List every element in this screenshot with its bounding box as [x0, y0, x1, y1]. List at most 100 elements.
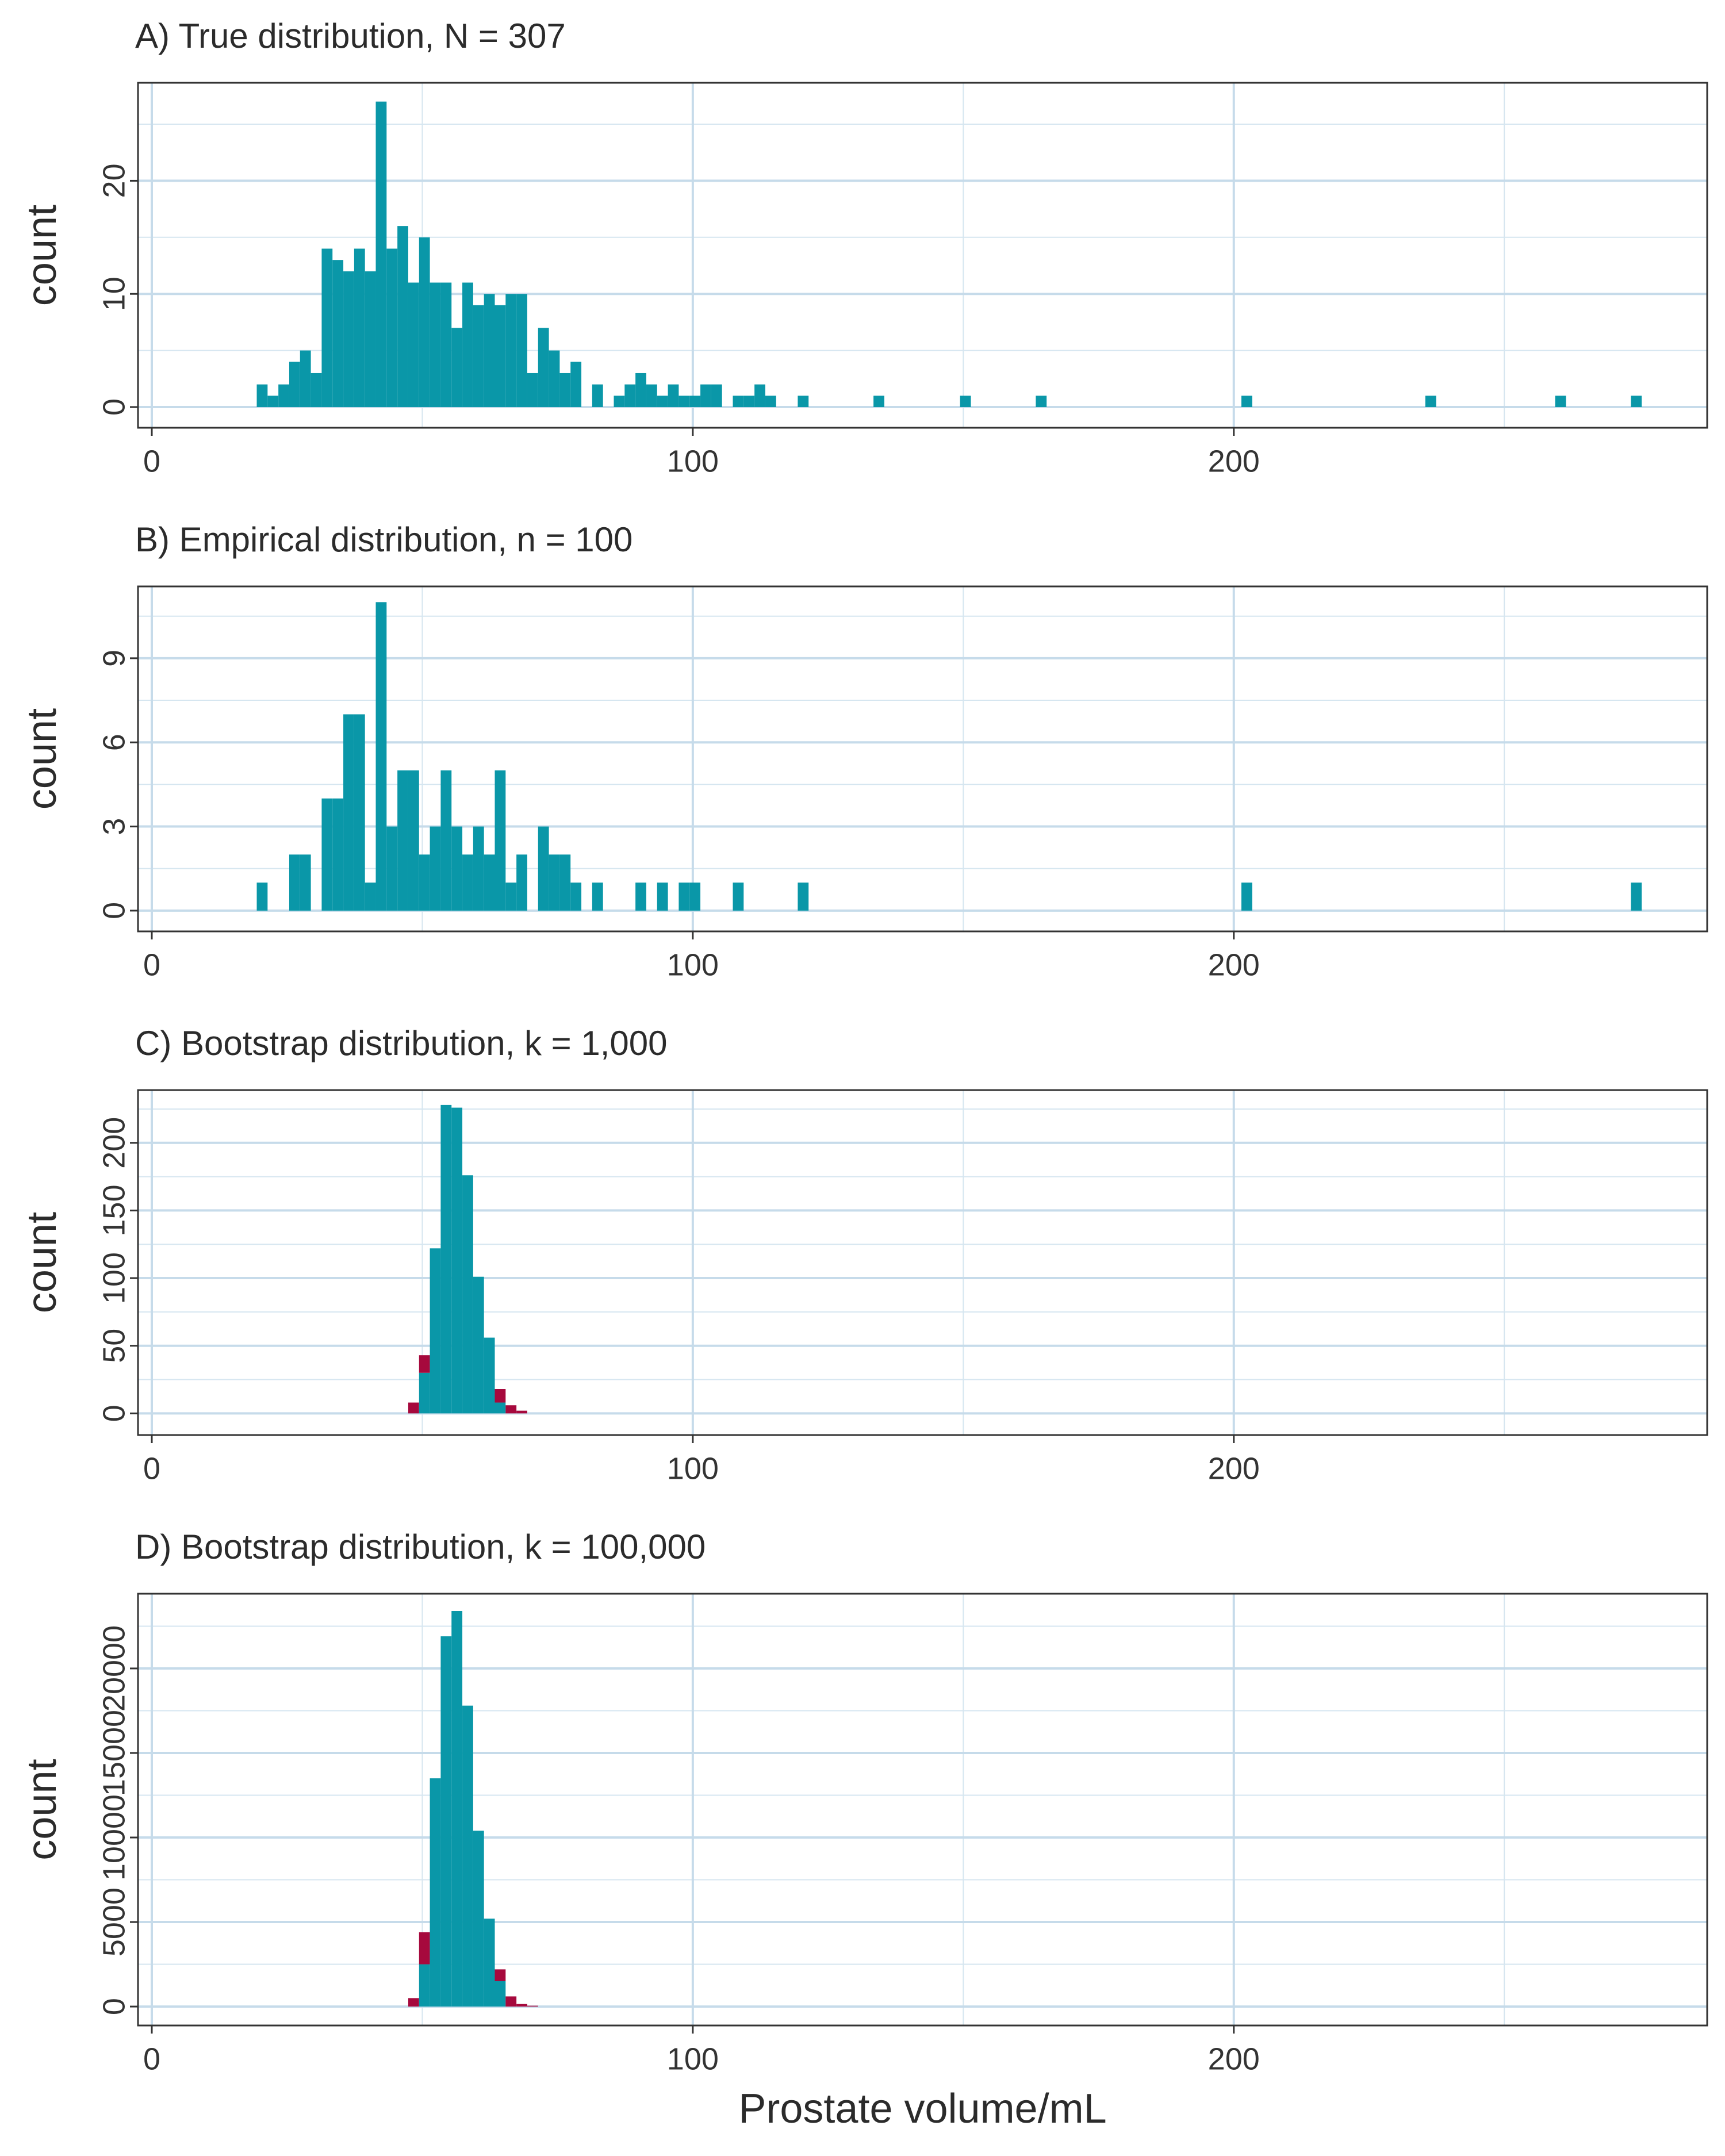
- bar: [484, 854, 495, 911]
- bar: [1241, 883, 1252, 911]
- bar: [516, 1410, 527, 1414]
- bar: [516, 294, 527, 407]
- bar: [451, 328, 463, 407]
- bar: [430, 282, 441, 407]
- bar: [430, 1778, 441, 2007]
- y-tick-label: 0: [97, 902, 131, 919]
- bar: [462, 1175, 473, 1414]
- bar: [419, 1932, 430, 1965]
- bar: [624, 384, 636, 407]
- y-tick-label: 6: [97, 734, 131, 751]
- y-axis-label: count: [19, 205, 65, 306]
- bar: [300, 350, 311, 407]
- bar: [354, 248, 365, 407]
- bar: [494, 305, 506, 407]
- bar: [267, 396, 279, 407]
- bar: [754, 384, 765, 407]
- bar: [733, 883, 744, 911]
- bar: [494, 1402, 506, 1414]
- bar: [397, 226, 408, 407]
- bar: [516, 854, 527, 911]
- panel-title: C) Bootstrap distribution, k = 1,000: [135, 1024, 668, 1062]
- bar: [798, 883, 809, 911]
- bar: [375, 602, 387, 911]
- bar: [408, 282, 419, 407]
- y-axis-label: count: [19, 708, 65, 810]
- y-tick-label: 150: [97, 1184, 131, 1236]
- bar: [494, 1981, 506, 2007]
- bar: [451, 826, 463, 911]
- bar: [657, 883, 668, 911]
- y-tick-label: 10: [97, 277, 131, 311]
- bar: [505, 883, 517, 911]
- bar: [440, 1636, 452, 2007]
- bar: [505, 294, 517, 407]
- bar: [678, 396, 690, 407]
- y-tick-label: 100: [97, 1252, 131, 1304]
- panel-border: [137, 82, 1708, 429]
- bar: [365, 271, 376, 407]
- bar: [484, 1337, 495, 1414]
- bar: [743, 396, 755, 407]
- bar: [386, 248, 398, 407]
- bar: [505, 1996, 517, 2007]
- bar: [678, 883, 690, 911]
- bar: [386, 826, 398, 911]
- panel-title: B) Empirical distribution, n = 100: [135, 520, 632, 559]
- bar: [419, 237, 430, 407]
- bar: [798, 396, 809, 407]
- bar: [873, 396, 884, 407]
- bar: [1241, 396, 1252, 407]
- bar: [570, 362, 582, 407]
- bar: [473, 305, 484, 407]
- bar: [289, 854, 300, 911]
- bar: [408, 1402, 419, 1414]
- bar: [430, 826, 441, 911]
- bar: [408, 770, 419, 911]
- bar: [300, 854, 311, 911]
- bar: [430, 1248, 441, 1414]
- bar: [538, 826, 549, 911]
- bar: [689, 396, 701, 407]
- bar: [711, 384, 722, 407]
- x-tick-label: 200: [1208, 1451, 1260, 1486]
- y-tick-label: 10000: [97, 1794, 131, 1881]
- bar: [494, 1969, 506, 1981]
- y-tick-label: 3: [97, 818, 131, 835]
- y-tick-label: 200: [97, 1117, 131, 1169]
- x-tick-label: 100: [667, 444, 719, 478]
- bar: [960, 396, 971, 407]
- bar: [1555, 396, 1566, 407]
- bar: [635, 373, 646, 407]
- y-tick-label: 20: [97, 163, 131, 198]
- bar: [549, 350, 560, 407]
- bar: [462, 282, 473, 407]
- y-axis-label: count: [19, 1212, 65, 1313]
- x-tick-label: 200: [1208, 947, 1260, 982]
- panel-border: [137, 1593, 1708, 2027]
- bar: [700, 384, 711, 407]
- bar: [473, 1276, 484, 1414]
- bar: [505, 1405, 517, 1414]
- bar: [494, 1389, 506, 1403]
- x-tick-label: 0: [143, 2042, 160, 2076]
- bar: [354, 714, 365, 911]
- bar: [343, 714, 354, 911]
- bar: [1631, 883, 1642, 911]
- y-tick-label: 50: [97, 1329, 131, 1363]
- bar: [451, 1107, 463, 1414]
- bar: [256, 384, 268, 407]
- x-tick-label: 100: [667, 1451, 719, 1486]
- bar: [321, 248, 333, 407]
- y-tick-label: 15000: [97, 1710, 131, 1796]
- panel-border: [137, 585, 1708, 933]
- bar: [484, 294, 495, 407]
- y-axis-label: count: [19, 1759, 65, 1860]
- bar: [473, 826, 484, 911]
- bar: [527, 373, 538, 407]
- y-tick-label: 5000: [97, 1888, 131, 1956]
- bar: [1631, 396, 1642, 407]
- bar: [419, 854, 430, 911]
- bar: [538, 328, 549, 407]
